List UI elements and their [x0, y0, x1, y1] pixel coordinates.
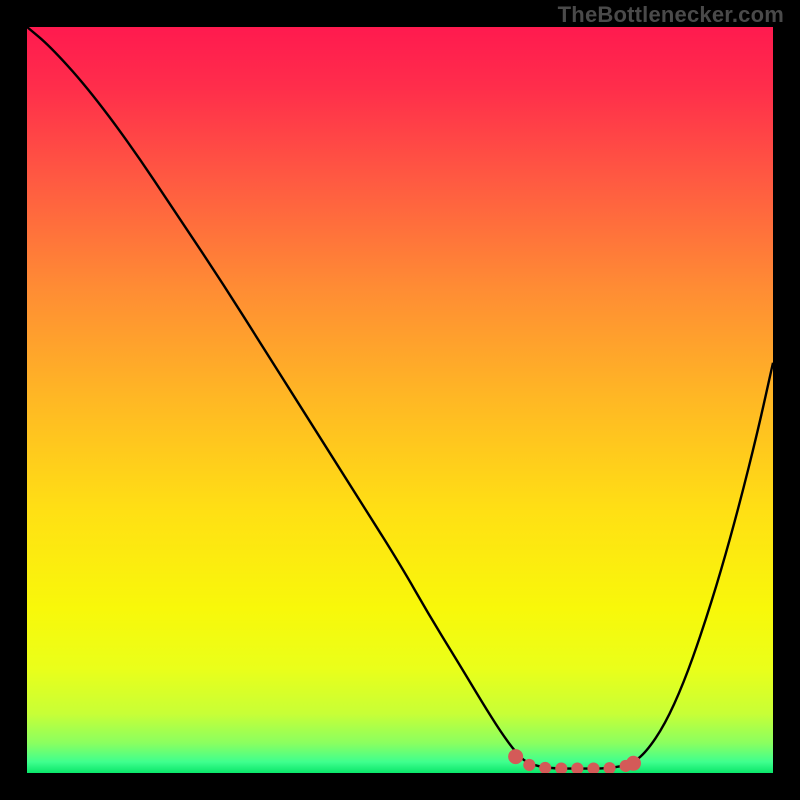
bottleneck-curve: [27, 27, 773, 769]
chart-container: TheBottlenecker.com: [0, 0, 800, 800]
watermark-text: TheBottlenecker.com: [558, 2, 784, 28]
curve-layer: [27, 27, 773, 773]
optimal-region-dots: [516, 757, 632, 769]
plot-area: [27, 27, 773, 773]
